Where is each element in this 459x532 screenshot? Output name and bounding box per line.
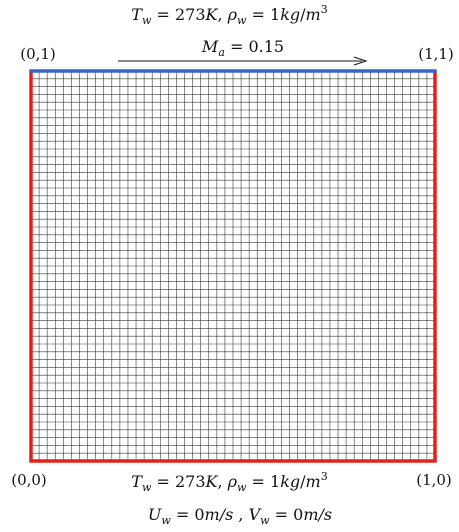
lid-mach-number: Ma = 0.15 [201,37,284,59]
mesh-grid [31,71,435,461]
lid-motion-arrow [118,56,368,66]
wall-velocity-condition: Uw = 0m/s , Vw = 0m/s [148,505,332,527]
corner-label-bottom-left: (0,0) [11,471,47,489]
corner-label-top-right: (1,1) [418,45,454,63]
corner-label-top-left: (0,1) [20,45,56,63]
bottom-boundary-condition: Tw = 273K, ρw = 1kg/m3 [131,470,327,494]
corner-label-bottom-right: (1,0) [416,471,452,489]
top-boundary-condition: Tw = 273K, ρw = 1kg/m3 [131,3,327,27]
